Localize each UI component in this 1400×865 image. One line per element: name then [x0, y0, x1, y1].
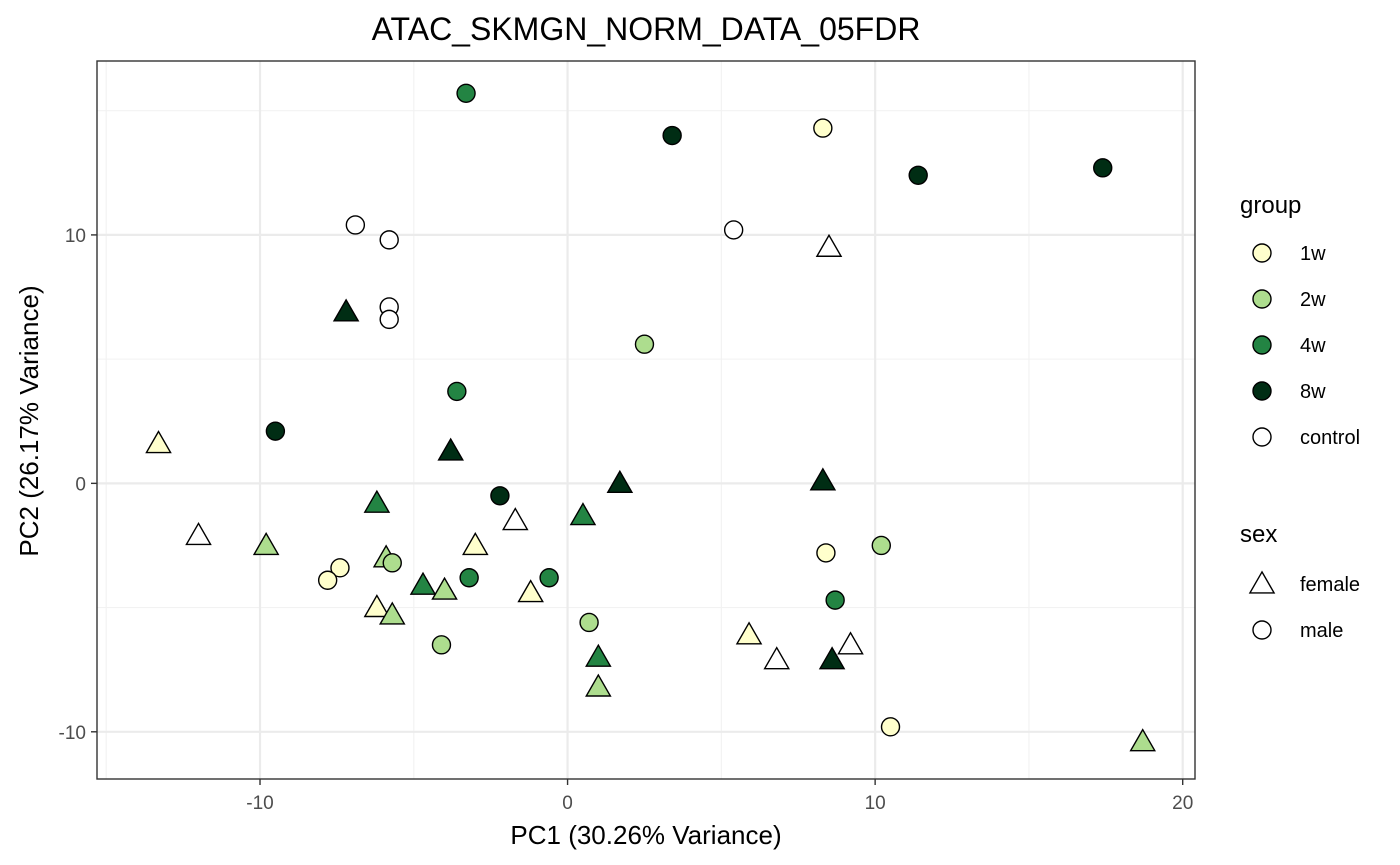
data-point-male — [317, 570, 338, 590]
legend-label-control: control — [1300, 427, 1360, 449]
legend-key-8w — [1252, 381, 1272, 401]
data-point-female — [252, 531, 280, 556]
data-point-male — [871, 535, 891, 556]
data-point-male — [825, 590, 845, 610]
data-point-male — [723, 220, 744, 240]
legend-key-1w — [1252, 243, 1272, 263]
sex-legend-title: sex — [1240, 521, 1277, 548]
y-tick-label: 10 — [65, 226, 86, 247]
axis-ticks: -10 0 10 20 -10 0 10 — [59, 226, 1194, 814]
data-point-female — [606, 469, 634, 493]
data-point-male — [634, 334, 655, 354]
data-point-male — [431, 635, 452, 655]
legend-label-female: female — [1300, 574, 1360, 596]
x-tick-label: 20 — [1172, 793, 1193, 814]
data-point-male — [880, 717, 901, 737]
data-point-male — [1093, 158, 1113, 178]
data-point-female — [185, 522, 212, 546]
data-point-female — [585, 673, 612, 697]
x-tick-label: 0 — [562, 793, 573, 814]
legend-label-male: male — [1300, 620, 1343, 642]
data-point-male — [447, 381, 467, 402]
data-point-male — [490, 486, 510, 506]
data-point-female — [815, 233, 843, 257]
sex-legend: sex female male — [1240, 521, 1360, 642]
data-point-male — [456, 83, 476, 103]
legend-key-control — [1252, 427, 1272, 447]
group-legend-title: group — [1240, 192, 1301, 219]
data-point-male — [379, 230, 399, 250]
data-point-male — [382, 553, 402, 573]
data-point-male — [379, 309, 399, 330]
legend-key-4w — [1252, 335, 1272, 355]
x-tick-label: -10 — [246, 793, 273, 814]
data-point-male — [816, 543, 836, 563]
data-point-male — [265, 421, 286, 441]
data-point-female — [837, 631, 864, 655]
data-point-female — [363, 489, 391, 513]
plot-panel-border — [96, 60, 1196, 780]
data-point-female — [363, 594, 391, 618]
data-points — [145, 83, 1156, 752]
data-point-female — [517, 579, 544, 603]
data-point-female — [585, 643, 612, 667]
grid — [97, 61, 1195, 779]
data-point-male — [813, 118, 833, 138]
data-point-male — [539, 568, 559, 588]
data-point-female — [409, 571, 437, 595]
data-point-female — [145, 430, 172, 454]
data-point-male — [908, 165, 928, 185]
legend-label-4w: 4w — [1300, 335, 1326, 357]
data-point-female — [818, 646, 846, 670]
y-tick-label: 0 — [75, 474, 86, 495]
y-axis-title: PC2 (26.17% Variance) — [14, 285, 44, 556]
legend-label-1w: 1w — [1300, 243, 1326, 265]
data-point-female — [431, 576, 458, 600]
data-point-female — [569, 502, 597, 526]
legend-label-8w: 8w — [1300, 381, 1326, 403]
legend-key-2w — [1252, 289, 1272, 309]
group-legend: group 1w 2w 4w 8w control — [1240, 192, 1360, 449]
data-point-female — [378, 601, 406, 625]
data-point-male — [345, 215, 366, 235]
x-axis-title: PC1 (30.26% Variance) — [510, 820, 781, 850]
data-point-female — [502, 507, 529, 531]
data-point-female — [332, 298, 360, 322]
legend-label-2w: 2w — [1300, 289, 1326, 311]
data-point-female — [735, 621, 763, 645]
x-tick-label: 10 — [865, 793, 886, 814]
chart-title: ATAC_SKMGN_NORM_DATA_05FDR — [372, 11, 921, 47]
data-point-female — [462, 531, 489, 556]
legend-key-male — [1252, 620, 1272, 640]
y-tick-label: -10 — [59, 723, 86, 744]
legend-key-female — [1248, 570, 1276, 594]
data-point-female — [1129, 728, 1156, 752]
data-point-male — [330, 558, 350, 578]
data-point-female — [763, 646, 790, 670]
data-point-male — [459, 568, 479, 588]
data-point-female — [809, 467, 837, 491]
data-point-male — [579, 612, 599, 633]
data-point-male — [662, 125, 682, 146]
data-point-female — [437, 437, 464, 461]
